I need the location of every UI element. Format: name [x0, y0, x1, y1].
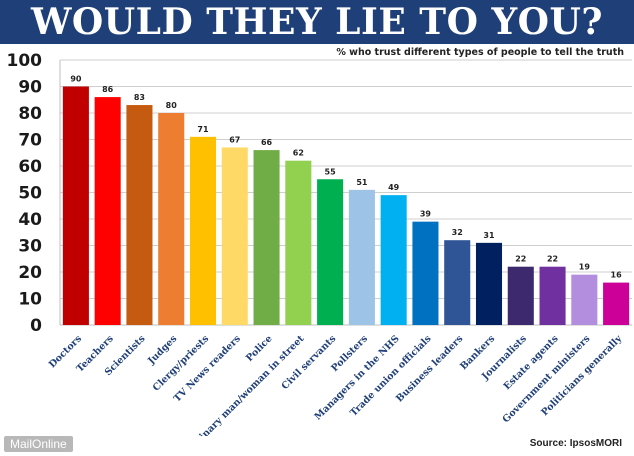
- y-tick-label: 20: [18, 263, 42, 283]
- bar: [444, 240, 471, 325]
- category-label: Estate agents: [502, 333, 561, 392]
- data-label: 62: [293, 149, 304, 158]
- chart-subtitle: % who trust different types of people to…: [336, 47, 624, 58]
- source-note: Source: IpsosMORI: [529, 438, 622, 449]
- y-tick-label: 0: [30, 316, 42, 336]
- y-tick-label: 70: [18, 131, 42, 151]
- bar: [158, 113, 185, 325]
- chart-title: WOULD THEY LIE TO YOU?: [30, 1, 604, 43]
- bar: [189, 136, 217, 325]
- bar: [412, 221, 439, 325]
- category-label: Civil servants: [280, 333, 339, 392]
- bar: [380, 195, 407, 325]
- bar: [94, 97, 121, 325]
- data-label: 22: [515, 255, 526, 264]
- bar: [285, 160, 312, 325]
- bar: [603, 282, 630, 325]
- publisher-credit: MailOnline: [4, 436, 73, 452]
- y-tick-label: 90: [18, 78, 42, 98]
- bar: [571, 274, 598, 325]
- y-tick-label: 30: [18, 237, 42, 257]
- bar: [62, 86, 89, 325]
- data-label: 39: [420, 210, 432, 219]
- category-label: Police: [244, 333, 275, 364]
- bar: [253, 150, 280, 325]
- bar: [348, 189, 375, 325]
- bar: [221, 147, 248, 325]
- data-label: 22: [547, 255, 558, 264]
- data-label: 86: [102, 85, 114, 94]
- data-label: 16: [611, 271, 623, 280]
- bar: [507, 266, 534, 325]
- y-tick-label: 80: [18, 104, 42, 124]
- y-tick-label: 40: [18, 210, 42, 230]
- data-label: 55: [325, 167, 337, 176]
- data-label: 51: [356, 178, 368, 187]
- bar: [475, 242, 503, 325]
- title-banner: [0, 0, 634, 44]
- bar: [539, 266, 566, 325]
- data-label: 19: [579, 263, 591, 272]
- data-label: 31: [483, 231, 495, 240]
- data-label: 80: [166, 101, 178, 110]
- data-label: 66: [261, 138, 273, 147]
- category-label: Clergy/priests: [151, 333, 211, 393]
- bar: [317, 179, 344, 325]
- y-tick-label: 60: [18, 157, 42, 177]
- data-label: 32: [452, 228, 463, 237]
- y-tick-label: 100: [7, 51, 43, 71]
- data-label: 83: [134, 93, 145, 102]
- bar: [126, 105, 153, 325]
- y-tick-label: 50: [18, 184, 42, 204]
- bar-chart: 010203040506070809010090Doctors86Teacher…: [7, 51, 632, 436]
- data-label: 49: [388, 183, 400, 192]
- y-tick-label: 10: [18, 290, 42, 310]
- data-label: 71: [197, 125, 209, 134]
- data-label: 90: [70, 75, 82, 84]
- data-label: 67: [229, 135, 240, 144]
